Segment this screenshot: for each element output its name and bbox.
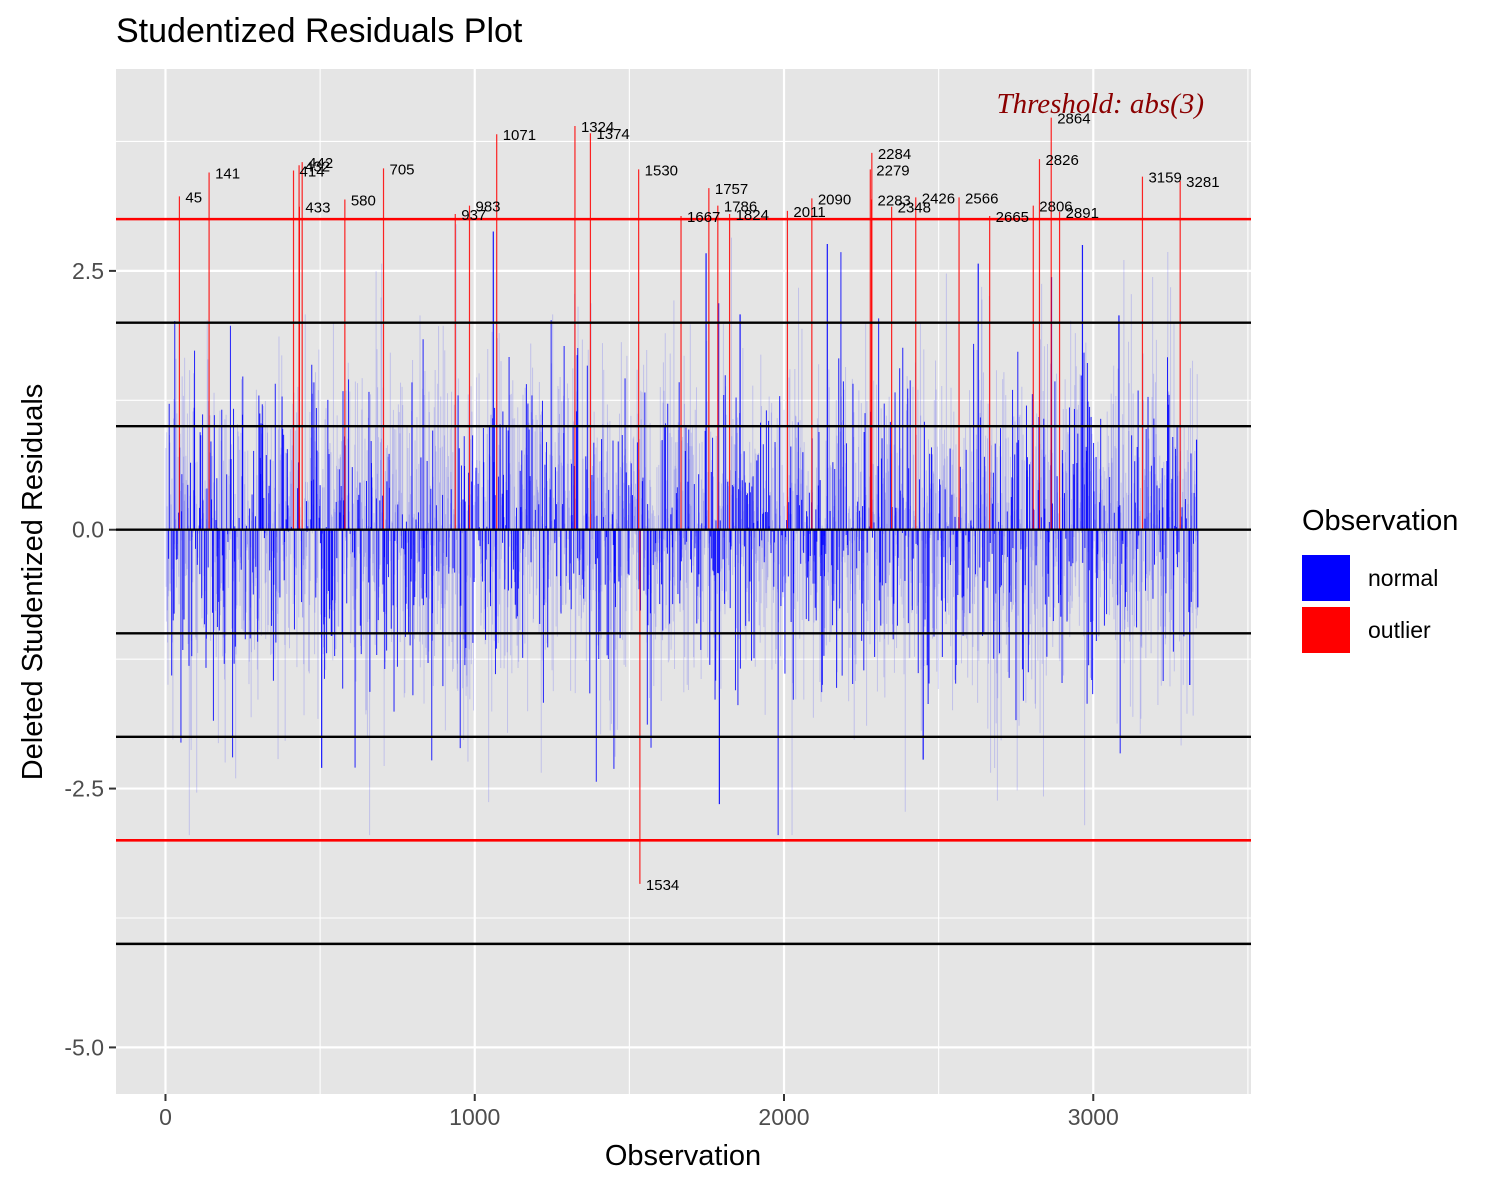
outlier-label: 2283: [878, 192, 911, 209]
outlier-label: 580: [351, 192, 376, 209]
legend-title: Observation: [1302, 505, 1459, 537]
outlier-label: 705: [390, 161, 415, 178]
outlier-label: 2279: [876, 162, 909, 179]
y-axis-title: Deleted Studentized Residuals: [17, 384, 49, 781]
outlier-label: 1530: [645, 162, 678, 179]
chart-title: Studentized Residuals Plot: [116, 12, 523, 50]
outlier-label: 1534: [646, 877, 679, 894]
outlier-label: 2348: [898, 200, 931, 217]
y-tick-label: 2.5: [72, 258, 104, 284]
legend-key-normal: [1302, 555, 1350, 601]
threshold-annotation: Threshold: abs(3): [996, 88, 1204, 120]
x-tick-label: 1000: [449, 1104, 500, 1130]
outlier-label: 414: [300, 163, 325, 180]
outlier-label: 1374: [596, 126, 629, 143]
outlier-label: 3281: [1186, 174, 1219, 191]
legend-entry-normal: normal: [1302, 552, 1458, 604]
outlier-label: 1824: [736, 207, 769, 224]
x-tick-label: 3000: [1068, 1104, 1119, 1130]
legend: Observation normal outlier: [1302, 505, 1458, 656]
outlier-label: 2426: [922, 190, 955, 207]
outlier-label: 937: [461, 207, 486, 224]
y-tick-label: -2.5: [64, 776, 104, 802]
outlier-label: 432: [305, 158, 330, 175]
outlier-label: 2665: [996, 209, 1029, 226]
outlier-label: 3159: [1148, 170, 1181, 187]
outlier-label: 983: [475, 199, 500, 216]
y-tick-label: 0.0: [72, 517, 104, 543]
outlier-label: 141: [215, 166, 240, 183]
outlier-label: 442: [308, 155, 333, 172]
outlier-label: 2864: [1057, 111, 1090, 128]
x-axis-title: Observation: [605, 1140, 761, 1172]
outlier-label: 1757: [715, 181, 748, 198]
axis-layer: -5.0 -2.5 0.0 2.5 0 1000 2000 3000: [64, 258, 1119, 1130]
outlier-label: 1667: [687, 209, 720, 226]
legend-entry-outlier: outlier: [1302, 604, 1458, 656]
legend-label-normal: normal: [1368, 564, 1439, 591]
bars-layer: [165, 117, 1199, 884]
outlier-label: 2090: [818, 191, 851, 208]
legend-key-outlier: [1302, 607, 1350, 653]
outlier-label: 1786: [724, 199, 757, 216]
outlier-label: 1324: [581, 119, 614, 136]
outlier-label: 2891: [1066, 205, 1099, 222]
outlier-label: 2566: [965, 190, 998, 207]
outlier-label: 433: [305, 200, 330, 217]
x-tick-label: 2000: [758, 1104, 809, 1130]
reference-lines-layer: [116, 217, 1251, 946]
outlier-label: 2284: [878, 146, 911, 163]
outlier-label: 45: [185, 189, 202, 206]
outlier-label: 1071: [503, 127, 536, 144]
legend-label-outlier: outlier: [1368, 616, 1431, 643]
y-tick-label: -5.0: [64, 1034, 104, 1060]
outlier-label: 2011: [793, 204, 825, 221]
outlier-label: 2806: [1039, 199, 1072, 216]
x-tick-label: 0: [159, 1104, 172, 1130]
outlier-label: 2826: [1045, 152, 1078, 169]
